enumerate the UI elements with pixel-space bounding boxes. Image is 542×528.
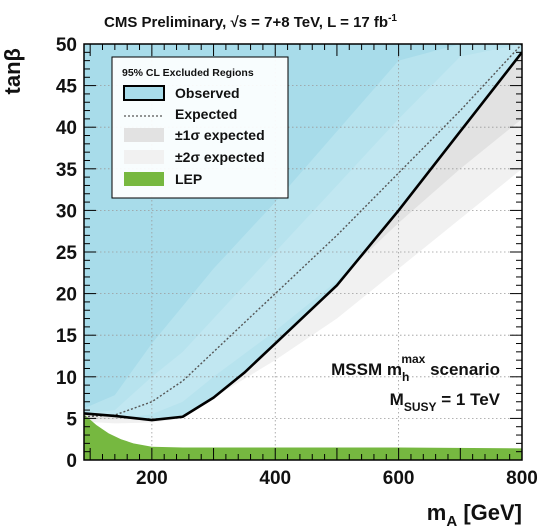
x-tick-label-0: 200 [136,468,168,489]
y-tick-label-3: 15 [56,326,78,347]
legend-label-sigma2: ±2σ expected [175,149,265,165]
lep-excluded-region [84,414,522,460]
scenario-annotation-line1: MSSM mhmax scenario [331,352,500,384]
sigma1-overlap [84,44,522,420]
y-tick-label-6: 30 [56,201,77,222]
y-tick-label-1: 5 [66,409,77,430]
legend-label-observed: Observed [175,85,240,101]
legend-swatch-sigma1 [124,128,164,142]
y-axis-label: tanβ [0,48,25,94]
x-tick-label-3: 800 [506,468,538,489]
legend-label-sigma1: ±1σ expected [175,127,265,143]
y-tick-label-5: 25 [56,243,78,264]
line-layer [84,44,522,422]
y-tick-label-0: 0 [66,451,77,472]
x-tick-label-2: 600 [383,468,415,489]
band-overlay [84,44,522,421]
legend-label-expected: Expected [175,106,237,122]
y-tick-label-7: 35 [56,160,78,181]
y-tick-label-10: 50 [56,35,77,56]
chart-title: CMS Preliminary, √s = 7+8 TeV, L = 17 fb… [104,13,397,31]
legend-swatch-lep [124,172,164,186]
x-tick-label-1: 400 [259,468,291,489]
scenario-annotation-line2: MSUSY = 1 TeV [390,390,501,414]
y-tick-label-2: 10 [56,368,77,389]
expected-line [84,44,522,418]
legend: 95% CL Excluded Regions Observed Expecte… [111,56,289,199]
y-tick-label-9: 45 [56,77,78,98]
legend-title: 95% CL Excluded Regions [122,67,254,79]
x-axis-label: mA [GeV] [427,500,522,528]
observed-line [84,51,522,422]
legend-label-lep: LEP [175,171,202,187]
tick-layer [84,43,523,461]
y-tick-label-4: 20 [56,285,77,306]
tick-label-layer: 200 400 600 800 0 5 10 15 20 25 30 35 40 45 50 [56,35,538,489]
legend-swatch-sigma2 [124,150,164,164]
legend-swatch-observed [123,85,165,101]
y-tick-label-8: 40 [56,118,77,139]
